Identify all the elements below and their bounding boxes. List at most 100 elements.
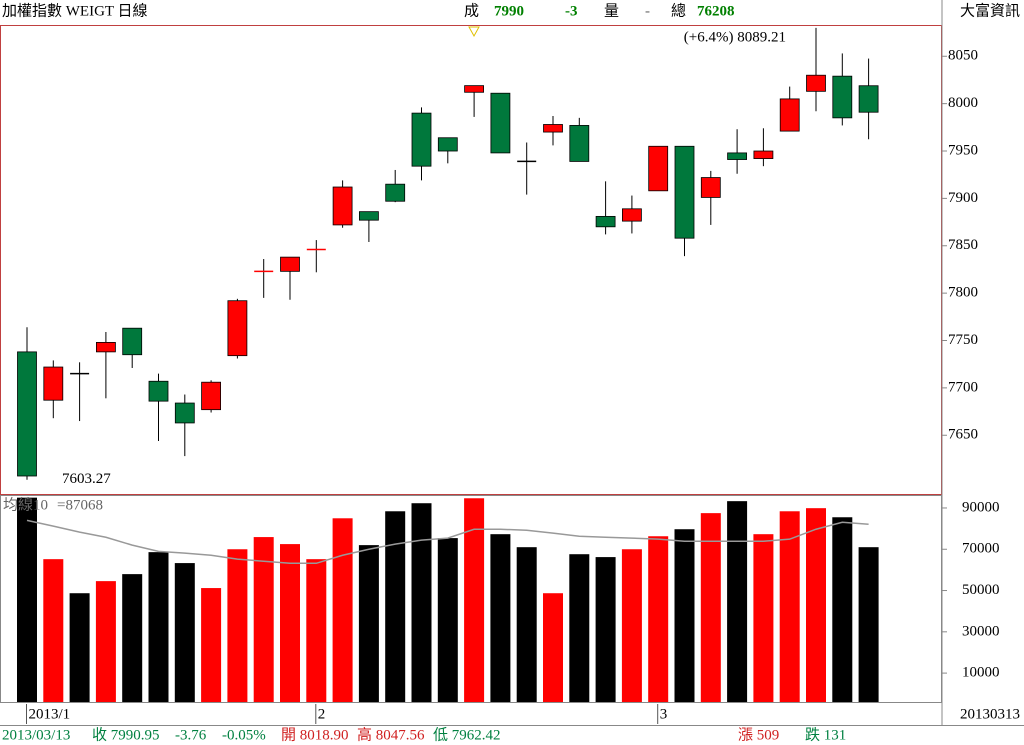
candle-body — [779, 98, 800, 132]
change: -3 — [565, 3, 578, 19]
vol: - — [645, 3, 650, 19]
y-tick-label: 7850 — [948, 237, 978, 253]
y-tick-label: 7700 — [948, 379, 978, 395]
candle-body — [332, 186, 353, 226]
footer-low: 低 7962.42 — [433, 726, 501, 743]
candle-body — [569, 125, 590, 162]
brand: 大富資訊 — [960, 1, 1020, 19]
y-tick-label: 7650 — [948, 427, 978, 443]
volume-bar — [569, 554, 590, 702]
y-tick-label: 50000 — [962, 582, 1000, 598]
candle-body — [411, 112, 432, 167]
volume-bar — [437, 538, 458, 702]
volume-bar — [122, 574, 143, 702]
footer-change: -3.76 — [175, 727, 207, 743]
volume-bar — [43, 559, 64, 702]
candle-body — [122, 327, 143, 356]
candle-body — [174, 402, 195, 424]
footer-date: 2013/03/13 — [2, 727, 70, 743]
volume-bar — [543, 593, 563, 702]
volume-bar — [858, 547, 879, 702]
volume-bar — [832, 517, 853, 702]
volume-bar — [148, 552, 169, 702]
x-tick-label: 2013/1 — [29, 706, 71, 722]
footer-down: 跌 131 — [805, 726, 846, 743]
candle-body — [595, 215, 616, 228]
candle-body — [148, 380, 169, 402]
high-label: (+6.4%) 8089.21 — [684, 29, 786, 45]
volume-bar — [700, 513, 721, 702]
total-label: 總 — [671, 1, 686, 19]
candle-body — [753, 150, 774, 159]
candle-body — [17, 351, 37, 477]
volume-bar — [358, 545, 379, 702]
candle-body — [464, 85, 485, 93]
footer-high: 高 8047.56 — [357, 726, 425, 743]
candle-body — [543, 124, 563, 133]
footer-up: 漲 509 — [738, 726, 779, 743]
candle-body — [700, 177, 721, 198]
volume-bar — [253, 537, 274, 702]
volume-bar — [806, 508, 826, 702]
x-tick-label: 2 — [318, 706, 326, 722]
x-tick-label: 3 — [660, 706, 668, 722]
candle-body — [727, 152, 747, 160]
candle-body — [648, 145, 669, 192]
volume-bar — [280, 544, 300, 702]
title: 加權指數 WEIGT 日線 — [2, 2, 148, 19]
volume-bar — [516, 547, 537, 702]
volume-bar — [490, 534, 511, 702]
y-tick-label: 7800 — [948, 285, 978, 301]
candle-body — [280, 256, 300, 272]
volume-bar — [779, 511, 800, 702]
y-tick-label: 7900 — [948, 190, 978, 206]
y-tick-label: 8000 — [948, 95, 978, 111]
candle-body — [622, 208, 642, 222]
candle-body — [490, 92, 511, 154]
volume-bar — [621, 549, 642, 702]
footer-close: 收 7990.95 — [92, 726, 160, 743]
candle-body — [674, 145, 695, 239]
candle-body — [832, 75, 853, 119]
deal-label: 成 — [464, 2, 479, 19]
candle-body — [201, 381, 222, 411]
candle-body — [437, 137, 458, 152]
volume-bar — [595, 557, 616, 702]
volume-bar — [201, 588, 222, 702]
footer-pct: -0.05% — [222, 727, 266, 743]
volume-bar — [227, 549, 248, 702]
volume-bar — [95, 581, 116, 702]
footer-open: 開 8018.90 — [281, 727, 349, 743]
total: 76208 — [697, 3, 735, 19]
volume-bar — [727, 501, 748, 702]
vol-label: 量 — [604, 3, 619, 19]
y-tick-label: 8050 — [948, 48, 978, 64]
candle-body — [806, 74, 826, 92]
volume-bar — [411, 503, 432, 702]
candle-body — [43, 366, 64, 401]
low-label: 7603.27 — [62, 471, 111, 487]
volume-bar — [174, 563, 195, 702]
y-tick-label: 30000 — [962, 623, 1000, 639]
y-tick-label: 10000 — [962, 665, 1000, 681]
volume-bar — [464, 498, 485, 702]
legend-value: =87068 — [57, 497, 103, 513]
y-tick-label: 70000 — [962, 541, 1000, 557]
candle-body — [358, 211, 379, 221]
volume-bar — [306, 559, 327, 702]
last-date: 20130313 — [960, 706, 1020, 722]
ma-line — [26, 519, 869, 565]
candle-body — [227, 300, 248, 357]
volume-bar — [17, 497, 37, 702]
volume-bar — [674, 529, 695, 702]
legend-name: 均線10 — [3, 496, 48, 513]
volume-bar — [385, 511, 406, 702]
candle-body — [96, 342, 116, 353]
marker — [468, 26, 480, 38]
candle-body — [385, 183, 406, 202]
volume-bar — [332, 518, 353, 702]
y-tick-label: 7750 — [948, 332, 978, 348]
volume-bar — [648, 536, 669, 702]
